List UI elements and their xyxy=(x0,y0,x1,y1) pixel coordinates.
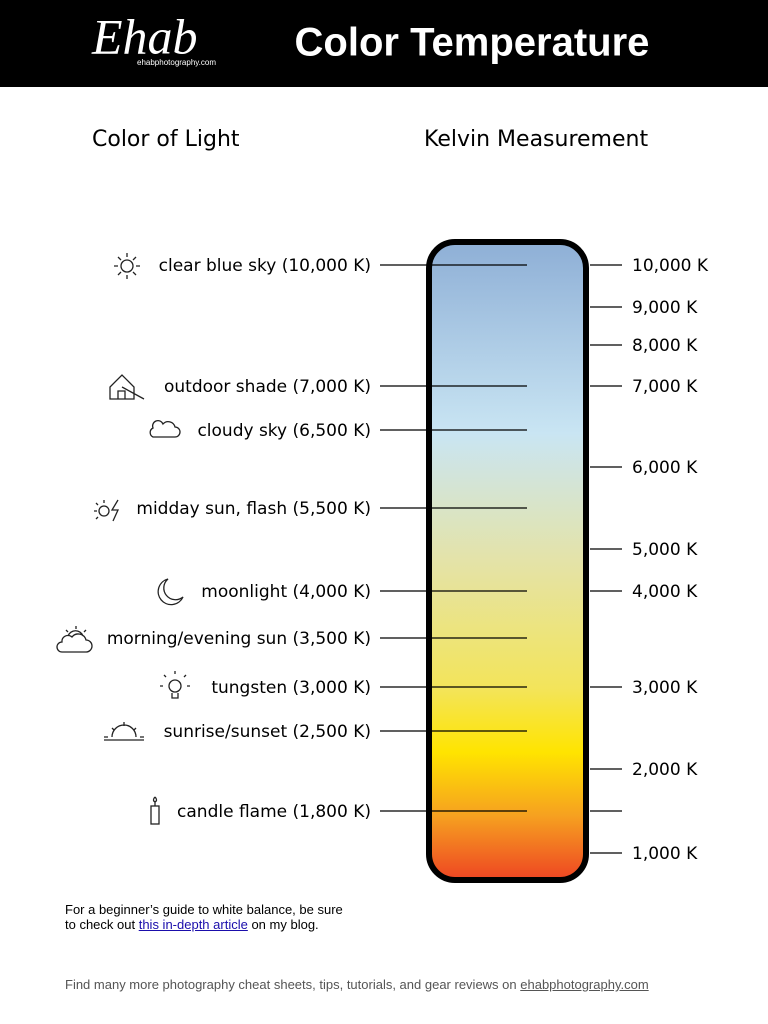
tick-label: 5,000 K xyxy=(632,540,698,560)
column-heading: Color of Light xyxy=(92,127,240,152)
title: Color Temperature xyxy=(295,21,650,65)
tick-label: 1,000 K xyxy=(632,844,698,864)
icons xyxy=(56,253,190,825)
logo: Ehab xyxy=(91,8,198,64)
kelvin-bar xyxy=(426,239,589,883)
light-source-label: morning/evening sun (3,500 K) xyxy=(107,629,371,649)
footer: Find many more photography cheat sheets,… xyxy=(65,977,649,992)
footer-text: Find many more photography cheat sheets,… xyxy=(65,977,521,992)
note-line: to check out this in-depth article on my… xyxy=(65,917,343,932)
light-source-label: sunrise/sunset (2,500 K) xyxy=(164,722,371,742)
column-heading: Kelvin Measurement xyxy=(424,127,648,152)
header-bar xyxy=(0,0,768,87)
tick-label: 9,000 K xyxy=(632,298,698,318)
light-source-label: clear blue sky (10,000 K) xyxy=(159,256,371,276)
tick-label: 10,000 K xyxy=(632,256,709,276)
light-source-label: outdoor shade (7,000 K) xyxy=(164,377,371,397)
note-text: on my blog. xyxy=(247,917,319,932)
tick-label: 8,000 K xyxy=(632,336,698,356)
light-source-label: cloudy sky (6,500 K) xyxy=(197,421,371,441)
light-source-label: tungsten (3,000 K) xyxy=(211,678,371,698)
note-text: to check out xyxy=(65,917,139,932)
tick-label: 6,000 K xyxy=(632,458,698,478)
tick-label: 3,000 K xyxy=(632,678,698,698)
tick-label: 7,000 K xyxy=(632,377,698,397)
site-link[interactable]: ehabphotography.com xyxy=(520,977,649,992)
tick-label: 2,000 K xyxy=(632,760,698,780)
note-line: For a beginner’s guide to white balance,… xyxy=(65,902,343,917)
light-source-label: moonlight (4,000 K) xyxy=(201,582,371,602)
logo-url: ehabphotography.com xyxy=(137,58,216,67)
light-source-label: midday sun, flash (5,500 K) xyxy=(136,499,371,519)
tick-label: 4,000 K xyxy=(632,582,698,602)
article-link[interactable]: this in-depth article xyxy=(138,917,248,932)
light-source-label: candle flame (1,800 K) xyxy=(177,802,371,822)
note: For a beginner’s guide to white balance,… xyxy=(65,902,343,932)
